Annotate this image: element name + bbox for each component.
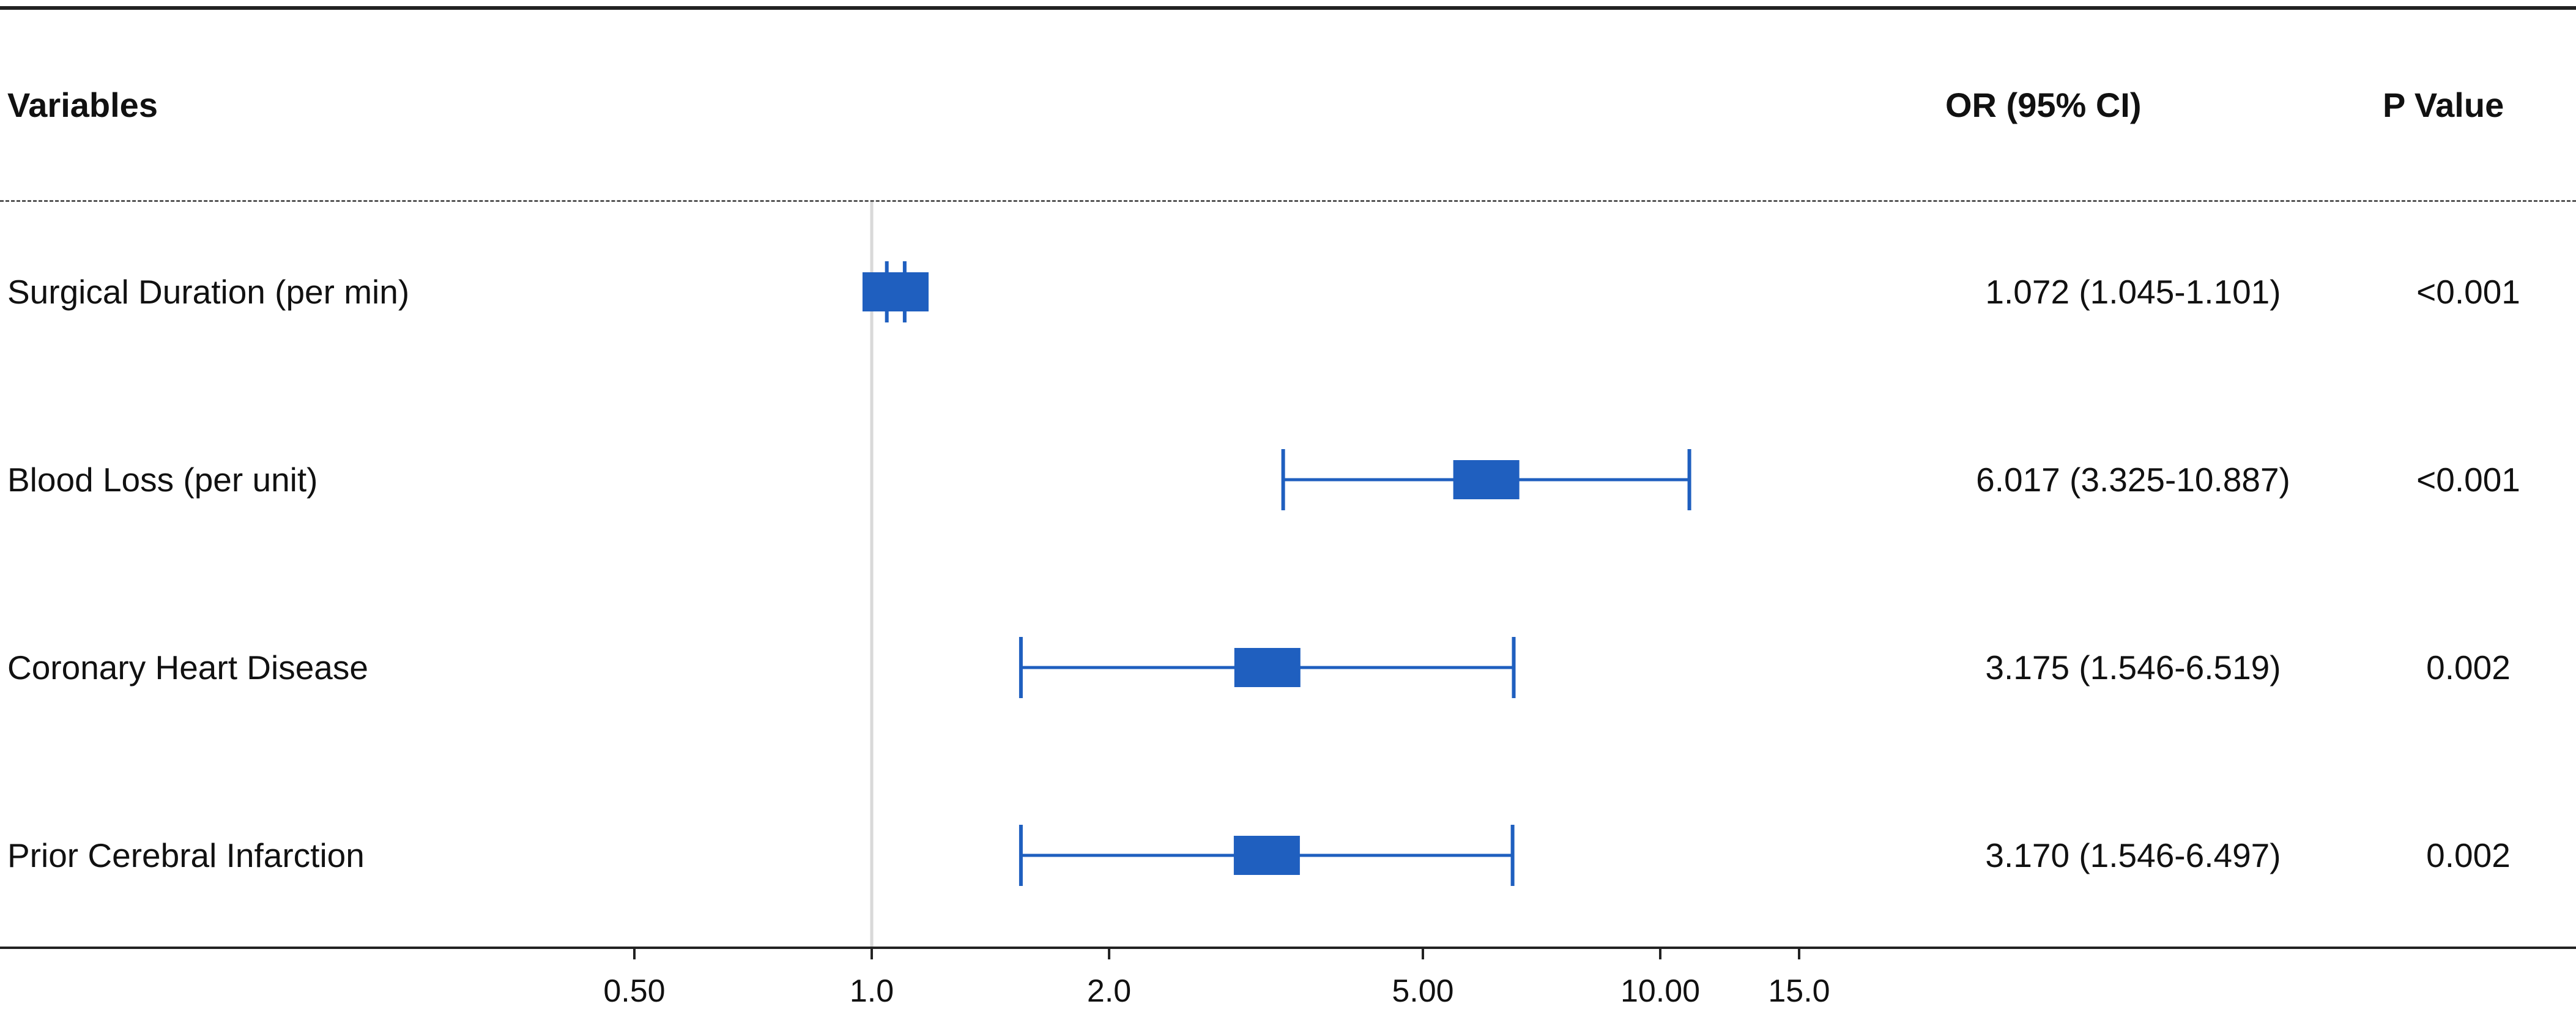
- top-rule: [0, 6, 2576, 10]
- row-label-coronary-heart-disease: Coronary Heart Disease: [7, 649, 368, 686]
- x-tick-label-1: 1.0: [849, 973, 894, 1009]
- row-p-prior-cerebral-infarction: 0.002: [2426, 836, 2511, 874]
- header-or-ci: OR (95% CI): [1945, 86, 2142, 124]
- row-p-coronary-heart-disease: 0.002: [2426, 649, 2511, 686]
- row-p-blood-loss: <0.001: [2416, 461, 2520, 499]
- row-ci-prior-cerebral-infarction: 3.170 (1.546-6.497): [1985, 836, 2281, 874]
- row-label-prior-cerebral-infarction: Prior Cerebral Infarction: [7, 836, 365, 874]
- row-ci-blood-loss: 6.017 (3.325-10.887): [1976, 461, 2290, 499]
- x-tick-label-4: 10.00: [1620, 973, 1701, 1009]
- header-p-value: P Value: [2383, 86, 2504, 124]
- point-estimate-1: [1453, 460, 1520, 499]
- point-estimate-0: [862, 272, 929, 311]
- x-axis-line: [0, 947, 2576, 949]
- row-ci-coronary-heart-disease: 3.175 (1.546-6.519): [1985, 649, 2281, 686]
- x-tick-label-2: 2.0: [1086, 973, 1132, 1009]
- x-tick-label-3: 5.00: [1392, 973, 1454, 1009]
- row-label-blood-loss: Blood Loss (per unit): [7, 461, 318, 499]
- point-estimate-2: [1234, 648, 1301, 687]
- x-tick-label-5: 15.0: [1768, 973, 1830, 1009]
- row-label-surgical-duration: Surgical Duration (per min): [7, 273, 410, 311]
- row-ci-surgical-duration: 1.072 (1.045-1.101): [1985, 273, 2281, 311]
- point-estimate-3: [1233, 836, 1300, 875]
- header-variables: Variables: [7, 86, 158, 124]
- row-p-surgical-duration: <0.001: [2416, 273, 2520, 311]
- header-divider: [0, 200, 2576, 202]
- x-tick-label-0: 0.50: [603, 973, 666, 1009]
